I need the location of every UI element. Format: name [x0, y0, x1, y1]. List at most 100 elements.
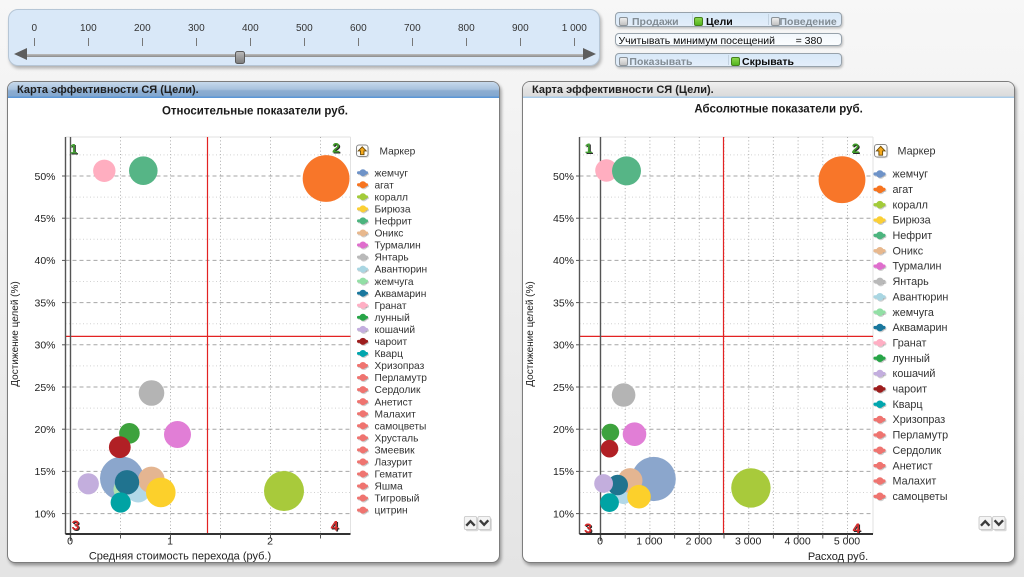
svg-text:1: 1: [71, 142, 79, 158]
svg-text:Лазурит: Лазурит: [375, 458, 413, 469]
svg-text:30%: 30%: [34, 340, 55, 352]
svg-text:Средняя стоимость перехода (ру: Средняя стоимость перехода (руб.): [89, 551, 271, 563]
svg-text:Достижение целей (%): Достижение целей (%): [10, 281, 21, 386]
svg-text:20%: 20%: [553, 424, 574, 436]
svg-text:Авантюрин: Авантюрин: [375, 265, 428, 276]
svg-text:25%: 25%: [34, 382, 55, 394]
svg-text:коралл: коралл: [375, 192, 409, 203]
svg-text:Хризопраз: Хризопраз: [375, 361, 425, 372]
svg-text:Относительные показатели руб.: Относительные показатели руб.: [162, 106, 348, 118]
svg-text:3: 3: [73, 518, 81, 534]
svg-text:Анетист: Анетист: [893, 460, 933, 472]
svg-text:Гранат: Гранат: [375, 301, 407, 312]
svg-text:2: 2: [333, 141, 341, 157]
svg-text:2 000: 2 000: [686, 536, 712, 548]
svg-text:Хрусталь: Хрусталь: [375, 433, 419, 444]
svg-text:1: 1: [586, 141, 594, 157]
svg-text:15%: 15%: [34, 466, 55, 478]
svg-text:Бирюза: Бирюза: [375, 204, 411, 215]
svg-text:Авантюрин: Авантюрин: [893, 291, 949, 303]
svg-text:Маркер: Маркер: [380, 146, 416, 157]
svg-text:Перламутр: Перламутр: [375, 373, 428, 384]
svg-text:лунный: лунный: [375, 313, 410, 324]
svg-text:1: 1: [585, 140, 593, 156]
svg-text:Достижение целей (%): Достижение целей (%): [525, 281, 536, 386]
svg-text:Перламутр: Перламутр: [893, 430, 949, 442]
svg-text:агат: агат: [375, 180, 395, 191]
svg-text:Кварц: Кварц: [893, 399, 923, 411]
svg-text:жемчуга: жемчуга: [375, 277, 414, 288]
svg-text:Янтарь: Янтарь: [893, 276, 930, 288]
svg-text:Аквамарин: Аквамарин: [375, 289, 427, 300]
svg-text:45%: 45%: [34, 213, 55, 225]
svg-text:3: 3: [585, 521, 593, 537]
svg-text:Яшма: Яшма: [375, 482, 404, 493]
svg-text:25%: 25%: [553, 382, 574, 394]
svg-text:50%: 50%: [34, 171, 55, 183]
svg-text:Гранат: Гранат: [893, 337, 927, 349]
svg-text:50%: 50%: [553, 171, 574, 183]
svg-text:агат: агат: [893, 184, 913, 196]
svg-text:3: 3: [584, 520, 592, 536]
svg-text:Сердолик: Сердолик: [375, 385, 421, 396]
svg-text:Бирюза: Бирюза: [893, 215, 931, 227]
svg-text:20%: 20%: [34, 424, 55, 436]
svg-text:Кварц: Кварц: [375, 349, 404, 360]
svg-text:1: 1: [167, 536, 173, 548]
svg-text:4: 4: [854, 521, 862, 537]
svg-text:Аквамарин: Аквамарин: [893, 322, 948, 334]
svg-text:3: 3: [72, 517, 80, 533]
svg-text:2: 2: [852, 140, 860, 156]
svg-text:Малахит: Малахит: [375, 409, 417, 420]
svg-text:Анетист: Анетист: [375, 397, 413, 408]
svg-text:45%: 45%: [553, 213, 574, 225]
svg-text:2: 2: [332, 140, 340, 156]
svg-text:10%: 10%: [34, 508, 55, 520]
svg-text:Нефрит: Нефрит: [375, 216, 413, 228]
svg-text:35%: 35%: [34, 297, 55, 309]
svg-text:Змеевик: Змеевик: [375, 445, 416, 456]
svg-text:4: 4: [332, 519, 340, 535]
svg-text:4: 4: [853, 520, 861, 536]
svg-text:1: 1: [70, 141, 78, 157]
svg-text:кошачий: кошачий: [893, 368, 936, 380]
svg-text:4 000: 4 000: [784, 536, 810, 548]
svg-text:3 000: 3 000: [735, 536, 761, 548]
svg-text:Оникс: Оникс: [375, 229, 404, 240]
svg-text:Малахит: Малахит: [893, 476, 937, 488]
svg-text:самоцветы: самоцветы: [893, 491, 948, 503]
svg-text:Турмалин: Турмалин: [375, 241, 421, 252]
svg-text:самоцветы: самоцветы: [375, 421, 427, 432]
svg-text:10%: 10%: [553, 508, 574, 520]
svg-text:чароит: чароит: [375, 337, 408, 348]
svg-text:Сердолик: Сердолик: [893, 445, 942, 457]
svg-text:0: 0: [67, 536, 73, 548]
svg-text:2: 2: [267, 536, 273, 548]
svg-text:коралл: коралл: [893, 199, 928, 211]
svg-text:Тигровый: Тигровый: [375, 494, 420, 505]
svg-text:Расход руб.: Расход руб.: [808, 551, 868, 563]
svg-text:30%: 30%: [553, 340, 574, 352]
svg-text:Турмалин: Турмалин: [893, 261, 942, 273]
svg-text:цитрин: цитрин: [375, 506, 408, 517]
svg-text:Оникс: Оникс: [893, 245, 924, 257]
svg-text:Хризопраз: Хризопраз: [893, 414, 946, 426]
svg-text:жемчуга: жемчуга: [893, 307, 934, 319]
svg-text:35%: 35%: [553, 297, 574, 309]
svg-text:Янтарь: Янтарь: [375, 253, 409, 264]
svg-text:5 000: 5 000: [834, 536, 860, 548]
svg-text:4: 4: [331, 518, 339, 534]
svg-text:Гематит: Гематит: [375, 470, 413, 481]
svg-text:кошачий: кошачий: [375, 325, 416, 336]
svg-text:Абсолютные показатели руб.: Абсолютные показатели руб.: [694, 104, 862, 116]
svg-text:40%: 40%: [553, 255, 574, 267]
svg-text:0: 0: [597, 536, 603, 548]
svg-text:лунный: лунный: [893, 353, 930, 365]
svg-text:чароит: чароит: [893, 384, 928, 396]
svg-text:1 000: 1 000: [636, 536, 662, 548]
svg-text:Маркер: Маркер: [898, 145, 936, 157]
svg-text:жемчуг: жемчуг: [375, 168, 409, 179]
svg-text:Нефрит: Нефрит: [893, 230, 933, 242]
svg-text:40%: 40%: [34, 255, 55, 267]
svg-text:15%: 15%: [553, 466, 574, 478]
